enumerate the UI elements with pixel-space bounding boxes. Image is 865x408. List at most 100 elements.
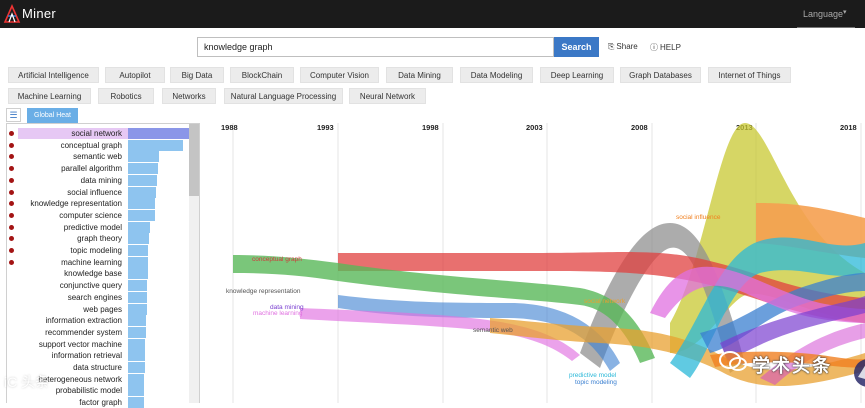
language-dropdown[interactable]: Language ▾ [797, 0, 855, 28]
search-input[interactable] [197, 37, 554, 57]
selected-highlight [18, 128, 128, 139]
search-button[interactable]: Search [554, 37, 599, 57]
topic-label: parallel algorithm [61, 164, 122, 174]
tag-deep-learning[interactable]: Deep Learning [540, 67, 614, 83]
tag-data-modeling[interactable]: Data Modeling [460, 67, 533, 83]
topic-row[interactable]: heterogeneous network [8, 373, 188, 385]
topic-row[interactable]: recommender system [8, 326, 188, 338]
scrollbar-thumb[interactable] [189, 124, 199, 196]
topic-row[interactable]: knowledge base [8, 268, 188, 280]
topic-row[interactable]: conjunctive query [8, 280, 188, 292]
topic-label: knowledge representation [30, 199, 122, 209]
topic-label: computer science [59, 210, 122, 220]
topic-heat-bar [128, 151, 159, 163]
chevron-down-icon: ▾ [843, 9, 847, 16]
tag-artificial-intelligence[interactable]: Artificial Intelligence [8, 67, 99, 83]
stream-label-social-influence: social influence [676, 214, 721, 221]
share-link[interactable]: ⎘ Share [608, 42, 638, 52]
tag-natural-language-processing[interactable]: Natural Language Processing [224, 88, 343, 104]
topic-heat-bar [128, 174, 158, 186]
tag-autopilot[interactable]: Autopilot [105, 67, 165, 83]
topic-row[interactable]: machine learning [8, 256, 188, 268]
topic-row[interactable]: information extraction [8, 315, 188, 327]
topic-heat-bar [128, 291, 147, 303]
year-label-2008: 2008 [631, 123, 648, 132]
bullet-dot-icon [9, 154, 14, 160]
tab-global-heat[interactable]: Global Heat [27, 108, 78, 123]
stream-machine-learning[interactable] [300, 308, 580, 361]
tag-robotics[interactable]: Robotics [98, 88, 154, 104]
wechat-icon [719, 351, 747, 371]
topic-row[interactable]: information retrieval [8, 350, 188, 362]
stream-label-semantic-web: semantic web [473, 327, 513, 334]
topic-heat-bar [128, 326, 146, 338]
topic-row[interactable]: semantic web [8, 151, 188, 163]
stream-knowledge-representation[interactable] [233, 255, 655, 363]
scrollbar-track[interactable] [189, 124, 199, 403]
topic-row[interactable]: knowledge representation [8, 198, 188, 210]
topic-heat-bar [128, 350, 145, 362]
topic-heat-bar [128, 373, 145, 385]
topic-heat-bar [128, 209, 155, 221]
topic-label: social influence [67, 187, 122, 197]
share-label: Share [616, 42, 638, 51]
help-link[interactable]: ⓘ HELP [650, 42, 681, 53]
stream-social-network[interactable] [490, 318, 865, 387]
topic-row[interactable]: probabilistic model [8, 385, 188, 397]
bullet-dot-icon [9, 248, 14, 253]
stream-predictive-model[interactable] [670, 237, 865, 378]
topic-list-panel [6, 123, 200, 403]
stream-label-machine-learning: machine learning [253, 310, 303, 317]
stream-label-knowledge-representation: knowledge representation [226, 288, 301, 295]
year-label-1993: 1993 [317, 123, 334, 132]
topic-heat-bar [128, 198, 156, 210]
topic-heat-bar [128, 256, 148, 268]
tag-blockchain[interactable]: BlockChain [230, 67, 294, 83]
tag-graph-databases[interactable]: Graph Databases [620, 67, 701, 83]
topic-label: heterogeneous network [38, 374, 122, 384]
stream-pink[interactable] [650, 266, 865, 323]
stream-magenta[interactable] [760, 323, 865, 385]
brand-name[interactable]: Miner [22, 6, 57, 21]
bullet-dot-icon [9, 131, 14, 136]
tag-machine-learning[interactable]: Machine Learning [8, 88, 91, 104]
stream-topic-modeling[interactable] [700, 273, 865, 353]
topic-heat-bar [128, 221, 151, 233]
topic-row[interactable]: web pages [8, 303, 188, 315]
topic-heat-bar [128, 245, 149, 256]
list-view-icon[interactable]: ☰ [6, 108, 21, 122]
bullet-dot-icon [9, 224, 14, 230]
topic-row[interactable]: topic modeling [8, 245, 188, 256]
topic-row[interactable]: predictive model [8, 221, 188, 233]
topic-row[interactable]: data mining [8, 174, 188, 186]
corner-logo-icon [854, 359, 865, 387]
topic-row[interactable]: social network [8, 128, 190, 139]
stream-label-topic-modeling: topic modeling [575, 379, 617, 386]
tag-neural-network[interactable]: Neural Network [349, 88, 426, 104]
topic-row[interactable]: parallel algorithm [8, 163, 188, 175]
stream-orange-low[interactable] [710, 351, 865, 368]
topic-heat-bar [128, 385, 145, 397]
stream-purple[interactable] [720, 296, 865, 361]
topic-stream-chart[interactable]: 1988 1993 1998 2003 2008 2013 2018 conce… [200, 123, 865, 403]
search-bar: Search [197, 37, 599, 57]
bullet-dot-icon [9, 189, 14, 195]
topic-row[interactable]: data structure [8, 362, 188, 373]
topic-label: knowledge base [64, 269, 122, 279]
topic-label: recommender system [45, 327, 122, 337]
topic-row[interactable]: support vector machine [8, 338, 188, 350]
topic-label: predictive model [63, 222, 122, 232]
tag-internet-of-things[interactable]: Internet of Things [708, 67, 791, 83]
topic-label: web pages [83, 304, 122, 314]
topic-row[interactable]: graph theory [8, 233, 188, 245]
topic-row[interactable]: search engines [8, 291, 188, 303]
tag-networks[interactable]: Networks [162, 88, 216, 104]
tag-computer-vision[interactable]: Computer Vision [300, 67, 379, 83]
topic-row[interactable]: social influence [8, 186, 188, 198]
tag-big-data[interactable]: Big Data [170, 67, 224, 83]
share-icon: ⎘ [608, 42, 615, 51]
aminer-logo-icon[interactable] [3, 4, 21, 24]
topic-row[interactable]: computer science [8, 209, 188, 221]
tag-data-mining[interactable]: Data Mining [386, 67, 453, 83]
topic-row[interactable]: conceptual graph [8, 139, 188, 151]
